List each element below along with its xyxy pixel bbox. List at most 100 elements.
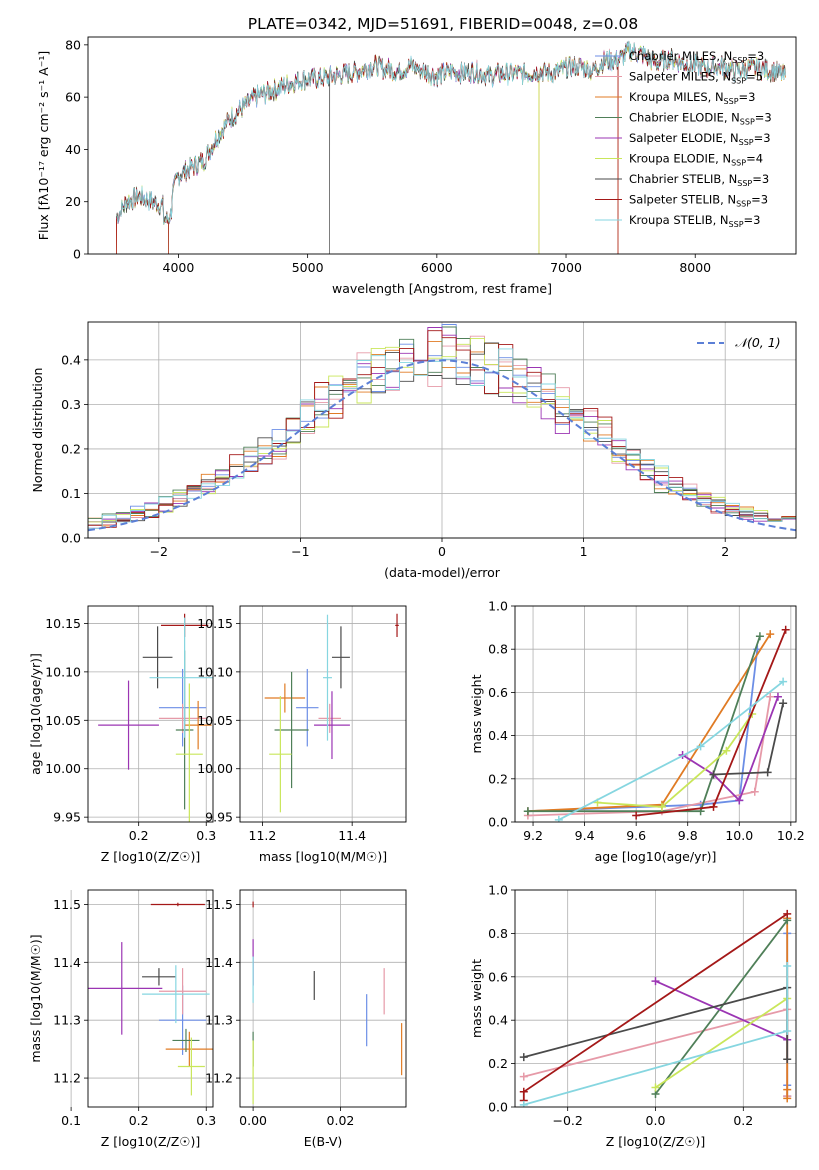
histograms — [88, 324, 796, 538]
weight-vs-age-panel: 9.2 9.4 9.6 9.8 10.0 10.2 0.0 0.2 0.4 0.6 0.8 1.0 ag… — [469, 599, 805, 865]
x-axis-label: Z [log10(Z/Z☉)] — [101, 1134, 201, 1149]
mass-vs-EBV-panel: 0.00 0.02 11.2 11.3 11.4 11.5 E(B-V) — [205, 889, 407, 1149]
weight-marker — [554, 815, 563, 822]
weight-marker — [651, 977, 660, 986]
y-axis-label: mass weight — [469, 674, 484, 753]
weight-marker — [763, 768, 772, 777]
errorbar-point — [331, 626, 350, 689]
legend-entry: Salpeter ELODIE, NSSP=3 — [629, 131, 771, 147]
y-tick-label: 0.8 — [488, 642, 508, 657]
axes-frame — [87, 889, 214, 1108]
spectrum-legend: Chabrier MILES, NSSP=3 Salpeter MILES, NS… — [595, 49, 772, 229]
weight-marker — [722, 746, 731, 755]
y-tick-label: 0.1 — [61, 486, 81, 501]
axes-frame — [239, 889, 407, 1108]
legend-entry: Kroupa STELIB, NSSP=3 — [629, 213, 760, 229]
y-tick-label: 9.95 — [53, 810, 81, 825]
axes-frame — [87, 605, 214, 823]
x-tick-label: 0.2 — [129, 1113, 149, 1128]
y-tick-label: 10.15 — [197, 616, 233, 631]
weight-marker — [750, 787, 759, 796]
y-tick-label: 10.10 — [45, 664, 81, 679]
y-tick-label: 0.4 — [61, 352, 81, 367]
x-tick-label: 1 — [580, 544, 588, 559]
x-tick-label: −1 — [291, 544, 309, 559]
weight-marker — [783, 1027, 792, 1036]
weight-marker — [783, 1085, 792, 1094]
legend-entry: Chabrier ELODIE, NSSP=3 — [629, 111, 772, 127]
normal-curve — [88, 359, 796, 532]
x-tick-label: 0 — [438, 544, 446, 559]
y-axis-label: Flux [fλ10⁻¹⁷ erg cm⁻² s⁻¹ A⁻¹] — [36, 51, 51, 240]
x-tick-label: 0.2 — [129, 828, 149, 843]
x-axis-label: age [log10(age/yr)] — [595, 849, 717, 864]
x-axis-label: Z [log10(Z/Z☉)] — [101, 849, 201, 864]
errorbar-point — [142, 626, 173, 689]
x-tick-label: 10.2 — [777, 828, 805, 843]
y-tick-label: 0.0 — [488, 1100, 508, 1115]
weight-marker — [709, 770, 718, 779]
y-tick-label: 10.10 — [197, 664, 233, 679]
weight-marker — [766, 692, 775, 701]
axes-frame — [514, 889, 797, 1108]
y-axis-label: Normed distribution — [30, 368, 45, 493]
y-tick-label: 11.5 — [53, 897, 81, 912]
weight-series-5 — [654, 997, 788, 1089]
weight-series-5 — [597, 713, 753, 808]
legend-entry: Kroupa MILES, NSSP=3 — [629, 90, 755, 106]
y-axis-label: age [log10(age/yr)] — [28, 653, 43, 775]
weight-series-4 — [682, 696, 779, 803]
residuals-panel: −2 −1 0 1 2 0.0 0.1 0.2 0.3 0.4 (data-model)/error… — [30, 321, 797, 580]
weight-marker — [779, 677, 788, 686]
x-tick-label: 8000 — [679, 260, 711, 275]
age-vs-Z-panel: 0.2 0.3 9.95 10.00 10.05 10.10 10.15 Z [log10(Z… — [28, 605, 216, 864]
figure-title: PLATE=0342, MJD=51691, FIBERID=0048, z=0… — [248, 15, 638, 33]
y-axis-label: mass [log10(M/M☉)] — [28, 934, 43, 1062]
errorbar-point — [269, 696, 292, 813]
mass-vs-Z-panel: 0.1 0.2 0.3 11.2 11.3 11.4 11.5 Z [log10(Z/Z☉)]… — [28, 889, 216, 1149]
y-tick-label: 11.3 — [53, 1013, 81, 1028]
weight-marker — [735, 796, 744, 805]
weight-marker — [709, 802, 718, 811]
y-tick-label: 60 — [65, 90, 81, 105]
weight-marker — [651, 1083, 660, 1092]
y-tick-label: 11.4 — [53, 955, 81, 970]
legend-entry: Salpeter STELIB, NSSP=3 — [629, 193, 768, 209]
weight-marker — [632, 811, 641, 820]
legend-entry: 𝒩(0, 1) — [735, 335, 781, 350]
spectrum-panel: 4000 5000 6000 7000 8000 0 20 40 60 80 wavelength … — [36, 36, 797, 296]
y-tick-label: 10.05 — [197, 713, 233, 728]
weight-marker — [519, 1100, 528, 1107]
y-tick-label: 11.3 — [205, 1013, 233, 1028]
errorbar-point — [314, 691, 350, 760]
errorbar-point — [323, 614, 332, 741]
y-axis-label: mass weight — [469, 959, 484, 1038]
x-tick-label: 0.00 — [239, 1113, 267, 1128]
weight-series-7 — [636, 629, 787, 817]
axes-frame — [239, 605, 407, 823]
x-tick-label: 10.0 — [725, 828, 753, 843]
x-tick-label: −0.2 — [553, 1113, 583, 1128]
weight-vs-Z-panel: −0.2 0.0 0.2 0.0 0.2 0.4 0.6 0.8 1.0 Z [log10(Z/Z… — [469, 883, 797, 1149]
x-tick-label: 9.6 — [626, 828, 646, 843]
y-tick-label: 20 — [65, 194, 81, 209]
x-axis-label: (data-model)/error — [384, 565, 501, 580]
y-tick-label: 0.2 — [61, 441, 81, 456]
y-tick-label: 0.6 — [488, 969, 508, 984]
weight-series-0 — [527, 649, 759, 813]
y-tick-label: 0.2 — [488, 1056, 508, 1071]
x-tick-label: 0.1 — [61, 1113, 81, 1128]
weight-series-1 — [527, 696, 772, 817]
y-tick-label: 40 — [65, 142, 81, 157]
panels: 4000 5000 6000 7000 8000020406080wavelength … — [28, 36, 805, 1149]
y-tick-label: 11.2 — [53, 1071, 81, 1086]
weight-marker — [519, 1087, 528, 1096]
x-tick-label: 9.2 — [523, 828, 543, 843]
errorbar-point — [318, 703, 341, 733]
weight-marker — [519, 1053, 528, 1062]
x-tick-label: 0.3 — [196, 828, 216, 843]
x-axis-label: Z [log10(Z/Z☉)] — [606, 1134, 706, 1149]
x-tick-label: 0.02 — [327, 1113, 355, 1128]
y-tick-label: 80 — [65, 37, 81, 52]
errorbar-point — [264, 683, 306, 713]
